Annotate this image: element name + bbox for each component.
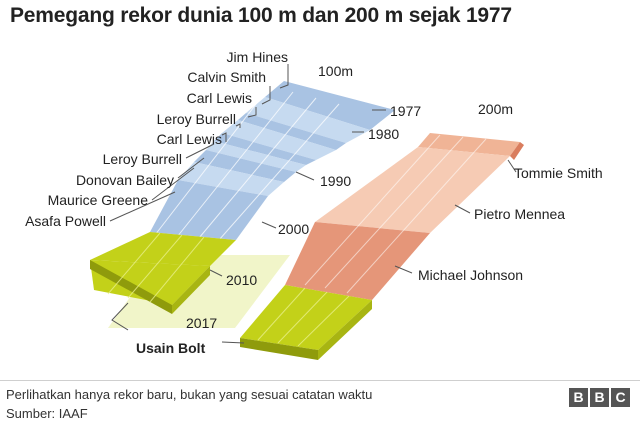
bbc-logo-letter: B: [590, 388, 609, 407]
holder-label: Tommie Smith: [514, 165, 603, 181]
bolt-block-100m: [90, 232, 236, 314]
label-200m: 200m: [478, 101, 513, 117]
leaders-100m: [109, 64, 289, 222]
holder-label: Leroy Burrell: [103, 151, 182, 167]
band-carl-lewis-1: [238, 113, 346, 150]
footer-note: Perlihatkan hanya rekor baru, bukan yang…: [6, 387, 373, 402]
band-tommie-smith: [418, 133, 520, 156]
band-jim-hines: [265, 81, 395, 130]
year-label: 2010: [226, 272, 257, 288]
current-holder-label: Usain Bolt: [136, 340, 206, 356]
holder-label: Michael Johnson: [418, 267, 523, 283]
holder-label: Jim Hines: [227, 49, 288, 65]
bolt-bracket: [111, 302, 245, 344]
bbc-logo-letter: B: [569, 388, 588, 407]
holder-label: Pietro Mennea: [474, 206, 565, 222]
bolt-block-200m: [240, 285, 372, 360]
holder-label: Leroy Burrell: [157, 111, 236, 127]
holder-label: Carl Lewis: [187, 90, 252, 106]
year-label: 1990: [320, 173, 351, 189]
page-title: Pemegang rekor dunia 100 m dan 200 m sej…: [10, 4, 512, 27]
holder-label: Donovan Bailey: [76, 172, 174, 188]
leaders-200m: [394, 159, 517, 274]
record-timeline-diagram: 100m 200m Jim Hines Calvin Smith Carl Le…: [25, 49, 603, 360]
bbc-logo-letter: C: [611, 388, 630, 407]
band-asafa-powell: [150, 180, 268, 240]
footer-source: Sumber: IAAF: [6, 406, 88, 421]
band-carl-lewis-2: [214, 133, 316, 165]
holder-label: Maurice Greene: [48, 192, 149, 208]
track-200m: [285, 133, 524, 300]
band-calvin-smith: [246, 97, 370, 143]
holder-label: Asafa Powell: [25, 213, 106, 229]
year-label: 1980: [368, 126, 399, 142]
footer-divider: [0, 380, 640, 381]
label-100m: 100m: [318, 63, 353, 79]
holder-label: Calvin Smith: [187, 69, 266, 85]
band-leroy-burrell-1: [222, 120, 336, 160]
year-label: 2000: [278, 221, 309, 237]
bbc-logo: B B C: [569, 388, 630, 407]
year-leaders: [209, 109, 386, 277]
band-donovan-bailey: [194, 150, 296, 182]
year-label: 1977: [390, 103, 421, 119]
band-pietro-mennea: [315, 147, 510, 233]
year-label: 2017: [186, 315, 217, 331]
band-leroy-burrell-2: [206, 141, 306, 172]
holder-label: Carl Lewis: [157, 131, 222, 147]
track-100m: [150, 81, 395, 241]
